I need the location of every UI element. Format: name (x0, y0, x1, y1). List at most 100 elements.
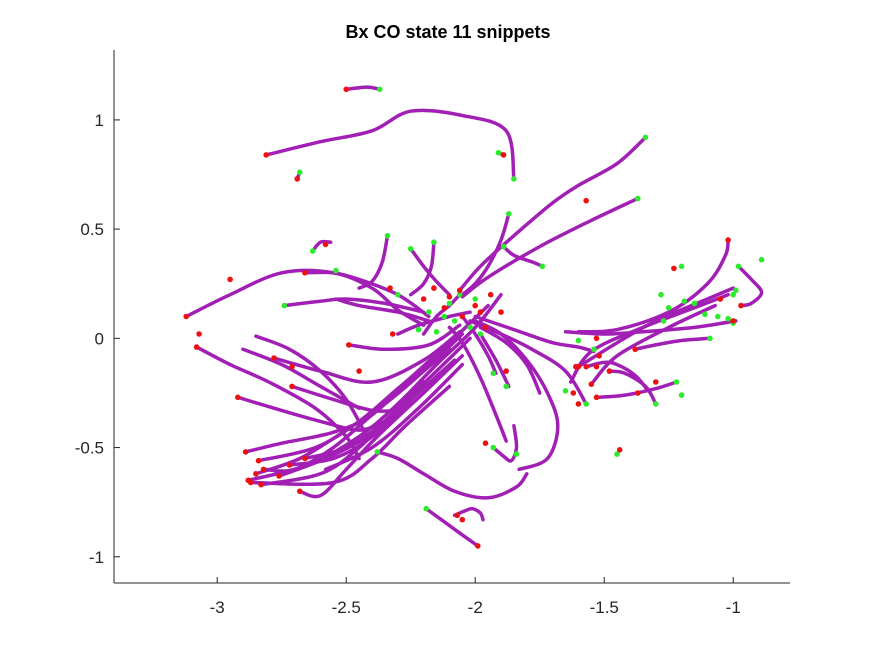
start-point (500, 243, 507, 250)
x-tick-label: -2 (468, 598, 483, 617)
trajectory-line (457, 135, 648, 293)
start-point (735, 263, 742, 270)
trajectory-line (272, 330, 462, 384)
trajectory-line (460, 314, 498, 376)
trajectory-line (334, 297, 431, 323)
end-point (289, 383, 295, 390)
x-tick-label: -2.5 (332, 598, 361, 617)
start-point (495, 149, 502, 156)
x-tick-label: -1.5 (590, 598, 619, 617)
start-point (384, 232, 391, 239)
end-point (588, 381, 595, 388)
trajectory-line (287, 358, 457, 467)
end-point (253, 471, 259, 477)
start-point (333, 267, 339, 274)
trajectory-line (478, 325, 542, 395)
y-tick-label: 1 (95, 111, 104, 130)
x-tick-label: -3 (210, 598, 225, 617)
end-point (482, 324, 489, 331)
start-point (591, 346, 597, 353)
end-point (302, 270, 308, 276)
end-point (503, 368, 510, 374)
end-point (472, 302, 479, 309)
end-point (294, 176, 301, 182)
end-point (459, 313, 466, 320)
end-point (717, 296, 724, 302)
end-point (258, 481, 264, 488)
start-point (472, 296, 479, 302)
x-tick-label: -1 (726, 598, 741, 617)
trajectory-line (491, 423, 519, 463)
start-point (691, 300, 698, 307)
start-point (297, 169, 303, 176)
trajectory-line (501, 244, 545, 269)
trajectory-line (563, 319, 738, 336)
end-point (346, 342, 352, 348)
start-point (575, 337, 582, 344)
end-point (635, 390, 641, 396)
start-point (490, 444, 497, 451)
start-point (562, 388, 569, 394)
start-points-layer (281, 86, 765, 512)
start-point (653, 401, 659, 407)
end-point (356, 368, 362, 374)
end-point (593, 363, 600, 370)
end-point (276, 473, 282, 479)
trajectory-layer (184, 85, 764, 548)
end-point (596, 353, 602, 359)
start-point (503, 383, 510, 390)
start-point (678, 263, 685, 270)
end-point (671, 265, 677, 272)
trajectory-line (424, 506, 480, 548)
start-point (426, 309, 432, 315)
start-point (511, 176, 517, 182)
start-point (377, 86, 383, 93)
trajectory-line (347, 323, 462, 352)
end-point (271, 355, 277, 361)
end-point (286, 462, 293, 468)
trajectory-line (254, 334, 369, 439)
end-point (260, 466, 267, 473)
chart-title: Bx CO state 11 snippets (345, 22, 550, 42)
start-point (433, 329, 440, 335)
end-point (255, 457, 262, 464)
start-point (642, 134, 649, 141)
start-point (423, 505, 430, 512)
end-points-layer (183, 86, 744, 549)
end-point (459, 516, 466, 523)
start-point (456, 291, 463, 298)
x-ticks: -3 -2.5 -2 -1.5 -1 (210, 577, 741, 617)
trajectory-line (241, 347, 361, 410)
trajectory-line (303, 270, 431, 319)
start-point (707, 335, 713, 342)
end-point (297, 488, 303, 495)
end-point (343, 86, 350, 93)
start-point (467, 324, 473, 331)
start-point (451, 318, 458, 324)
start-point (665, 305, 672, 311)
end-point (183, 313, 189, 320)
start-point (715, 313, 721, 320)
start-point (395, 291, 401, 298)
start-point (513, 451, 520, 457)
trajectory-line (408, 247, 452, 297)
start-point (407, 246, 414, 252)
end-point (738, 302, 744, 309)
end-point (387, 285, 393, 291)
trajectory-line (447, 325, 508, 443)
trajectory-line (357, 233, 390, 290)
end-point (498, 309, 504, 315)
y-tick-label: 0 (95, 329, 104, 348)
start-point (446, 300, 453, 307)
end-point (263, 152, 270, 158)
start-point (309, 248, 316, 254)
trajectory-line (589, 303, 717, 386)
trajectory-line (184, 268, 426, 327)
start-point (490, 370, 497, 377)
start-point (673, 379, 680, 385)
trajectory-line (408, 240, 436, 297)
trajectory-line (323, 362, 465, 472)
trajectory-line (264, 108, 516, 181)
end-point (242, 449, 249, 455)
